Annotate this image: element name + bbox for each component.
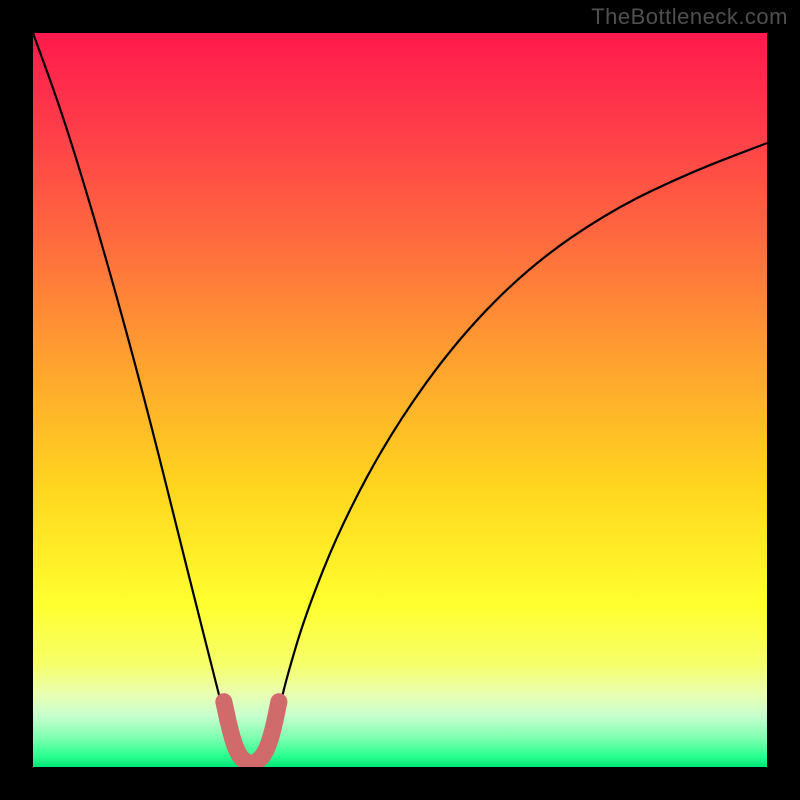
plot-area xyxy=(33,33,767,767)
curve-layer xyxy=(33,33,767,767)
figure-root: TheBottleneck.com xyxy=(0,0,800,800)
gradient-background xyxy=(33,33,767,767)
watermark-text: TheBottleneck.com xyxy=(591,4,788,30)
